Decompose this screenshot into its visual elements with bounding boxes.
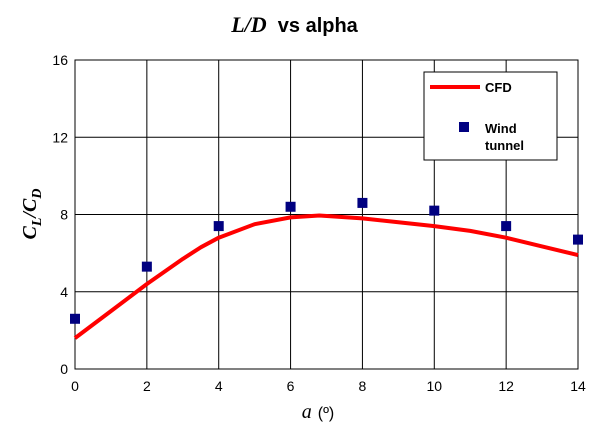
series-wind-tunnel: [70, 197, 583, 324]
x-tick-label: 12: [498, 378, 514, 394]
x-tick-label: 6: [287, 378, 295, 394]
x-axis-unit: (º): [318, 405, 335, 422]
wind-tunnel-point: [213, 221, 224, 232]
wind-tunnel-point: [285, 201, 296, 212]
wind-tunnel-point: [357, 197, 368, 208]
y-axis-label: CL/CD: [19, 189, 45, 240]
x-tick-label: 4: [215, 378, 223, 394]
series-cfd: [73, 213, 579, 340]
legend-cfd-label: CFD: [485, 80, 512, 95]
y-tick-label: 16: [52, 52, 68, 68]
x-tick-label: 8: [359, 378, 367, 394]
wind-tunnel-point: [141, 261, 152, 272]
x-axis-symbol: a: [302, 401, 312, 423]
x-tick-label: 0: [71, 378, 79, 394]
x-tick-label: 14: [570, 378, 586, 394]
x-tick-label: 10: [426, 378, 442, 394]
y-tick-label: 0: [60, 361, 68, 377]
y-tick-label: 8: [60, 207, 68, 223]
wind-tunnel-point: [70, 313, 80, 324]
x-tick-labels: 0 2 4 6 8 10 12 14: [71, 378, 586, 394]
wind-tunnel-point: [501, 221, 512, 232]
chart-title-main: L/D: [231, 12, 267, 37]
chart-title: L/D vs alpha: [0, 12, 589, 38]
legend-wind-tunnel-label-line2: tunnel: [485, 138, 524, 153]
legend-wind-tunnel-label-line1: Wind: [485, 121, 517, 136]
wind-tunnel-point: [573, 234, 583, 245]
y-tick-labels: 0 4 8 12 16: [52, 52, 68, 377]
y-axis-label-sub-d: D: [30, 189, 45, 200]
y-axis-label-c1: C: [19, 225, 41, 239]
wind-tunnel-point: [429, 205, 440, 216]
y-axis-label-sub-l: L: [30, 218, 45, 228]
plot-area-border: [74, 59, 579, 370]
y-tick-label: 12: [52, 129, 68, 145]
legend: CFD Wind tunnel: [423, 71, 558, 161]
chart-title-rest: vs alpha: [277, 15, 358, 37]
legend-wind-tunnel-marker: [459, 122, 469, 132]
y-axis-label-slash-c: /C: [19, 198, 41, 220]
y-tick-label: 4: [60, 284, 68, 300]
cfd-line: [73, 213, 579, 340]
x-tick-label: 2: [143, 378, 151, 394]
x-axis-label: a (º): [302, 401, 335, 423]
